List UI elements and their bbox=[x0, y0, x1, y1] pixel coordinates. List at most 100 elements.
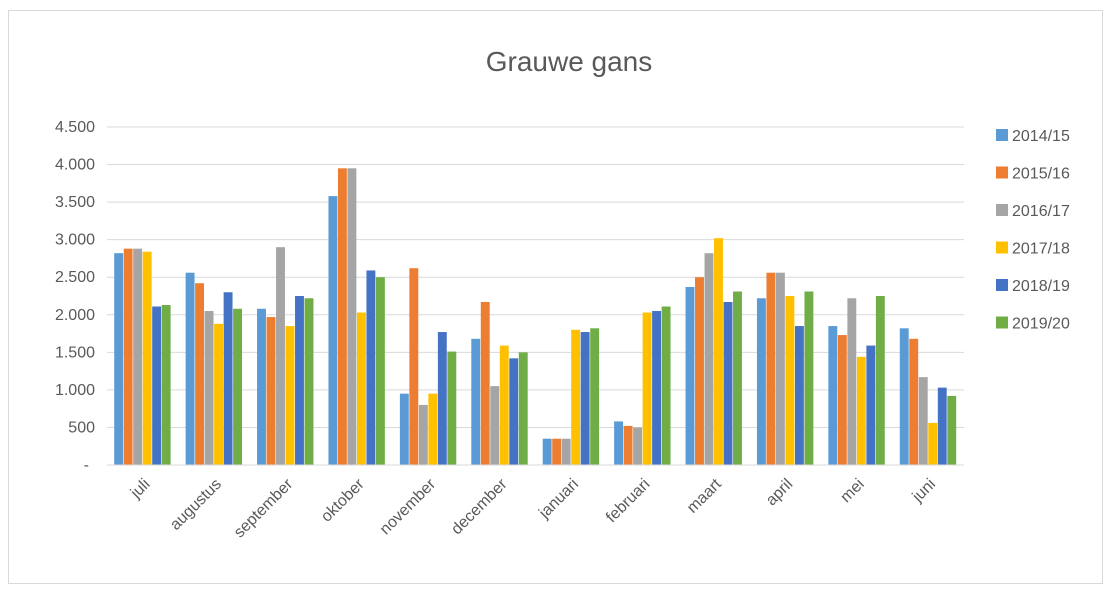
bar-2014-15-maart bbox=[685, 286, 695, 465]
bar-2014-15-oktober bbox=[328, 196, 338, 465]
x-tick-label: augustus bbox=[167, 476, 225, 534]
x-tick-label: maart bbox=[684, 475, 725, 516]
bar-2015-16-april bbox=[766, 272, 776, 465]
bar-2018-19-oktober bbox=[366, 270, 376, 465]
bar-2017-18-juni bbox=[928, 422, 938, 465]
y-tick-label: 1.000 bbox=[55, 382, 95, 399]
bar-2018-19-augustus bbox=[223, 292, 233, 465]
x-tick-label: januari bbox=[535, 476, 582, 523]
y-axis: - 500 1.000 1.500 2.000 2.500 3.000 3.500 4.000 4… bbox=[55, 119, 95, 474]
bar-2018-19-juli bbox=[152, 306, 162, 465]
bar-2014-15-augustus bbox=[185, 272, 195, 465]
legend-label: 2015/16 bbox=[1012, 166, 1070, 183]
bar-2019-20-januari bbox=[590, 328, 600, 465]
y-tick-label: 3.500 bbox=[55, 194, 95, 211]
bar-2019-20-oktober bbox=[375, 277, 385, 465]
y-tick-label: 4.000 bbox=[55, 157, 95, 174]
bar-2019-20-augustus bbox=[233, 308, 243, 465]
bar-2015-16-november bbox=[409, 268, 419, 465]
y-tick-label: 4.500 bbox=[55, 119, 95, 136]
bar-2019-20-mei bbox=[875, 296, 885, 465]
bar-2014-15-februari bbox=[614, 421, 624, 465]
legend-swatch bbox=[996, 166, 1008, 179]
bar-2019-20-november bbox=[447, 351, 457, 465]
bar-2017-18-september bbox=[285, 326, 295, 465]
legend-swatch bbox=[996, 316, 1008, 329]
bar-2016-17-november bbox=[418, 404, 428, 465]
bar-2018-19-april bbox=[794, 326, 804, 465]
bar-2016-17-februari bbox=[633, 427, 643, 465]
bar-2018-19-september bbox=[295, 296, 304, 465]
y-tick-label: - bbox=[84, 457, 89, 474]
bar-2016-17-september bbox=[276, 247, 285, 465]
y-tick-label: 500 bbox=[68, 419, 95, 436]
x-tick-label: oktober bbox=[318, 475, 368, 525]
bar-2017-18-november bbox=[428, 393, 438, 465]
bar-2015-16-mei bbox=[837, 335, 847, 465]
bar-2018-19-februari bbox=[652, 311, 662, 465]
bar-2019-20-december bbox=[518, 352, 528, 465]
bar-2016-17-mei bbox=[847, 298, 857, 465]
bar-2017-18-januari bbox=[571, 329, 581, 465]
bar-2017-18-oktober bbox=[356, 312, 366, 465]
bar-2017-18-maart bbox=[714, 238, 723, 465]
bar-2016-17-juli bbox=[133, 248, 143, 465]
bar-2014-15-juni bbox=[899, 328, 909, 465]
bar-2014-15-mei bbox=[828, 326, 838, 465]
x-tick-label: mei bbox=[837, 476, 867, 506]
legend-swatch bbox=[996, 129, 1008, 141]
x-tick-label: juli bbox=[127, 476, 154, 503]
bar-2014-15-november bbox=[399, 393, 409, 465]
legend-label: 2017/18 bbox=[1012, 241, 1070, 258]
bar-2015-16-januari bbox=[552, 438, 562, 465]
bar-2015-16-september bbox=[266, 317, 276, 465]
legend-label: 2019/20 bbox=[1012, 316, 1070, 333]
legend-swatch bbox=[996, 204, 1008, 216]
y-tick-label: 3.000 bbox=[55, 232, 95, 249]
bar-2019-20-juli bbox=[161, 305, 171, 465]
bar-2019-20-februari bbox=[661, 306, 671, 465]
chart-title: Grauwe gans bbox=[486, 46, 653, 77]
bar-2019-20-maart bbox=[733, 291, 742, 465]
legend-swatch bbox=[996, 279, 1008, 291]
bar-2014-15-december bbox=[471, 338, 481, 465]
bar-2015-16-juli bbox=[123, 248, 133, 465]
bar-2015-16-maart bbox=[695, 277, 704, 465]
x-tick-label: juni bbox=[909, 476, 939, 506]
x-tick-label: april bbox=[763, 476, 796, 509]
bar-2018-19-december bbox=[509, 358, 519, 465]
bar-2017-18-april bbox=[785, 296, 795, 465]
bar-2017-18-augustus bbox=[214, 323, 224, 465]
bar-2015-16-oktober bbox=[337, 168, 347, 466]
bar-2019-20-april bbox=[804, 291, 814, 465]
y-tick-label: 1.500 bbox=[55, 344, 95, 361]
bar-2016-17-oktober bbox=[347, 168, 357, 466]
legend-label: 2014/15 bbox=[1012, 128, 1070, 145]
bar-2014-15-september bbox=[257, 308, 266, 465]
bar-2016-17-juni bbox=[918, 377, 928, 465]
legend-label: 2018/19 bbox=[1012, 278, 1070, 295]
bar-2018-19-januari bbox=[580, 332, 590, 465]
bar-2019-20-september bbox=[304, 298, 314, 465]
bar-2015-16-februari bbox=[623, 425, 633, 465]
bar-2014-15-juli bbox=[114, 253, 124, 465]
bar-2014-15-januari bbox=[542, 438, 552, 465]
y-tick-label: 2.500 bbox=[55, 269, 95, 286]
bar-2016-17-december bbox=[490, 386, 500, 465]
bar-2015-16-augustus bbox=[195, 283, 205, 465]
bar-2015-16-juni bbox=[909, 338, 919, 465]
x-axis: juli augustus september oktober november dece… bbox=[107, 464, 964, 541]
chart-container: Grauwe gans - 500 1.000 1.500 2.000 2.500 3.00… bbox=[8, 10, 1103, 584]
bar-2016-17-augustus bbox=[204, 311, 214, 465]
bar-2017-18-juli bbox=[142, 251, 152, 465]
bar-2015-16-december bbox=[480, 302, 490, 465]
bar-2014-15-april bbox=[756, 298, 766, 465]
x-tick-label: februari bbox=[603, 476, 653, 526]
bar-2017-18-december bbox=[499, 345, 509, 465]
gridlines bbox=[107, 126, 964, 466]
bar-2018-19-november bbox=[437, 332, 447, 465]
y-tick-label: 2.000 bbox=[55, 307, 95, 324]
bars bbox=[114, 168, 957, 466]
bar-2019-20-juni bbox=[947, 395, 957, 465]
x-tick-label: september bbox=[231, 475, 297, 541]
